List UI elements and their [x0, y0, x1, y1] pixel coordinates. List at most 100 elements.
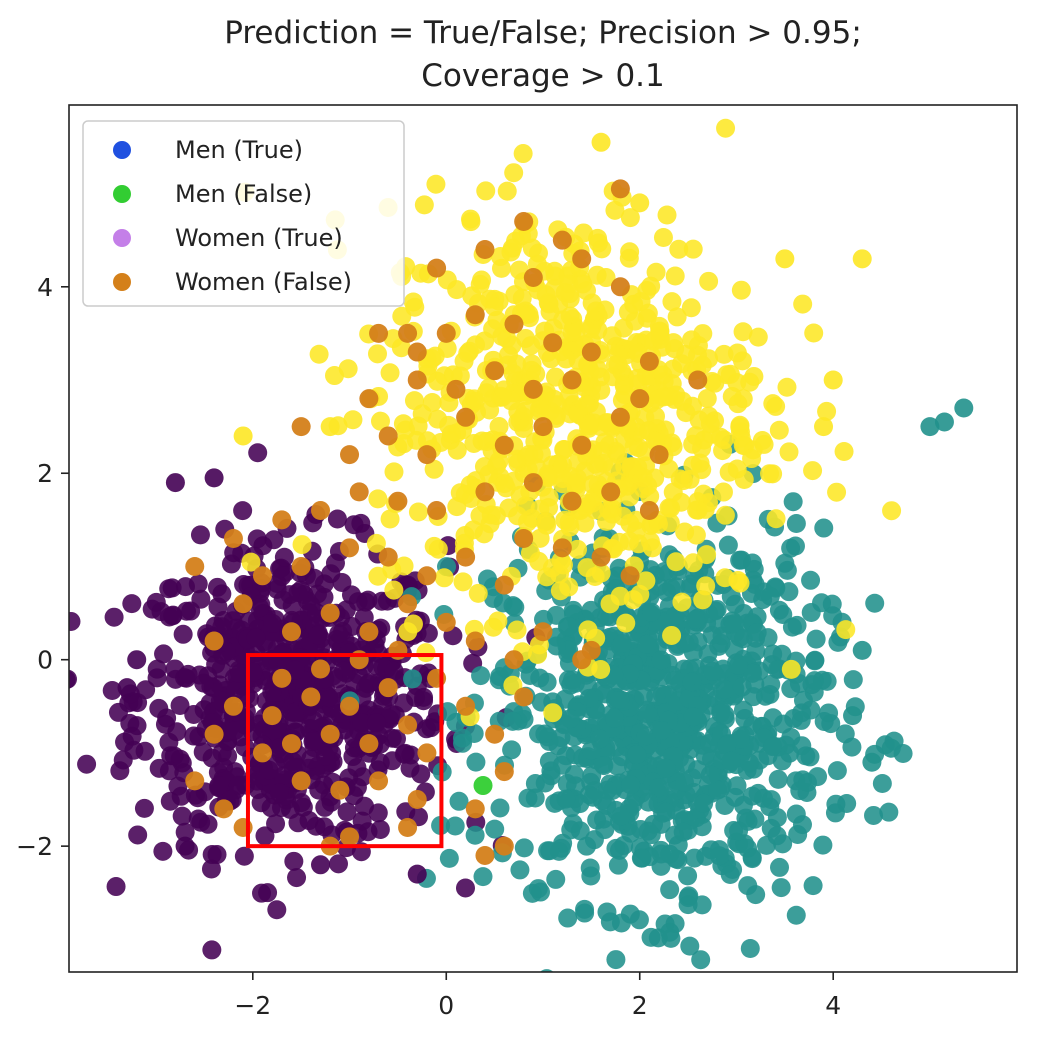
cluster-point — [343, 410, 363, 430]
data-point — [291, 771, 311, 791]
cluster-point — [477, 569, 497, 589]
cluster-point — [454, 533, 474, 553]
cluster-point — [551, 728, 571, 748]
cluster-point — [386, 729, 406, 749]
cluster-point — [674, 772, 694, 792]
data-point — [543, 333, 563, 353]
data-point — [301, 687, 321, 707]
cluster-point — [513, 144, 533, 164]
data-point — [330, 780, 350, 800]
cluster-point — [476, 181, 496, 201]
data-point — [523, 379, 543, 399]
cluster-point — [553, 310, 573, 330]
cluster-point — [383, 329, 403, 349]
cluster-point — [315, 746, 335, 766]
cluster-point — [742, 449, 762, 469]
cluster-point — [579, 414, 599, 434]
cluster-point — [449, 791, 469, 811]
cluster-point — [527, 458, 547, 478]
cluster-point — [483, 617, 503, 637]
cluster-point — [720, 865, 740, 885]
cluster-point — [588, 233, 608, 253]
cluster-point — [225, 721, 245, 741]
x-tick-label: −2 — [234, 991, 271, 1020]
cluster-point — [175, 577, 195, 597]
cluster-point — [453, 733, 473, 753]
cluster-point — [803, 876, 823, 896]
cluster-point — [608, 855, 628, 875]
cluster-point — [813, 835, 833, 855]
cluster-point — [665, 266, 685, 286]
data-point — [340, 538, 360, 558]
data-point — [281, 622, 301, 642]
outlier-point — [204, 468, 224, 488]
cluster-point — [358, 674, 378, 694]
cluster-point — [273, 766, 293, 786]
cluster-point — [716, 118, 736, 138]
legend-label: Men (True) — [175, 136, 303, 164]
cluster-point — [384, 462, 404, 482]
cluster-point — [733, 322, 753, 342]
cluster-point — [793, 294, 813, 314]
cluster-point — [461, 212, 481, 232]
cluster-point — [394, 434, 414, 454]
data-point — [475, 845, 495, 865]
cluster-point — [779, 442, 799, 462]
cluster-point — [709, 846, 729, 866]
cluster-point — [646, 686, 666, 706]
data-point — [610, 407, 630, 427]
cluster-point — [171, 786, 191, 806]
cluster-point — [656, 802, 676, 822]
legend-marker — [113, 141, 131, 159]
outlier-point — [920, 417, 940, 437]
cluster-point — [284, 851, 304, 871]
cluster-point — [380, 363, 400, 383]
legend-marker — [113, 229, 131, 247]
cluster-point — [699, 271, 719, 291]
cluster-point — [69, 611, 81, 631]
cluster-point — [772, 751, 792, 771]
cluster-point — [715, 680, 735, 700]
cluster-point — [606, 950, 626, 970]
data-point — [417, 743, 437, 763]
cluster-point — [543, 703, 563, 723]
cluster-point — [294, 585, 314, 605]
cluster-point — [609, 840, 629, 860]
cluster-point — [725, 594, 745, 614]
data-point — [233, 594, 253, 614]
data-point — [281, 734, 301, 754]
cluster-point — [110, 761, 130, 781]
highlight-rectangle — [245, 653, 444, 849]
cluster-point — [537, 672, 557, 692]
data-point — [359, 389, 379, 409]
cluster-point — [319, 688, 339, 708]
data-point — [465, 631, 485, 651]
data-point — [572, 435, 592, 455]
cluster-point — [539, 751, 559, 771]
cluster-point — [688, 500, 708, 520]
data-point — [417, 445, 437, 465]
data-point — [562, 370, 582, 390]
data-point — [436, 612, 456, 632]
cluster-point — [835, 724, 855, 744]
cluster-point — [136, 680, 156, 700]
cluster-point — [638, 821, 658, 841]
cluster-point — [680, 578, 700, 598]
outlier-point — [934, 412, 954, 432]
outlier-point — [175, 836, 195, 856]
cluster-point — [620, 242, 640, 262]
cluster-point — [575, 899, 595, 919]
cluster-point — [766, 509, 786, 529]
cluster-point — [428, 539, 448, 559]
outlier-point — [775, 249, 795, 269]
cluster-point — [661, 578, 681, 598]
cluster-point — [804, 323, 824, 343]
data-point — [349, 482, 369, 502]
cluster-point — [403, 292, 423, 312]
cluster-point — [717, 735, 737, 755]
cluster-point — [662, 625, 682, 645]
data-point — [340, 827, 360, 847]
cluster-point — [106, 877, 126, 897]
cluster-point — [416, 643, 436, 663]
cluster-point — [637, 634, 657, 654]
